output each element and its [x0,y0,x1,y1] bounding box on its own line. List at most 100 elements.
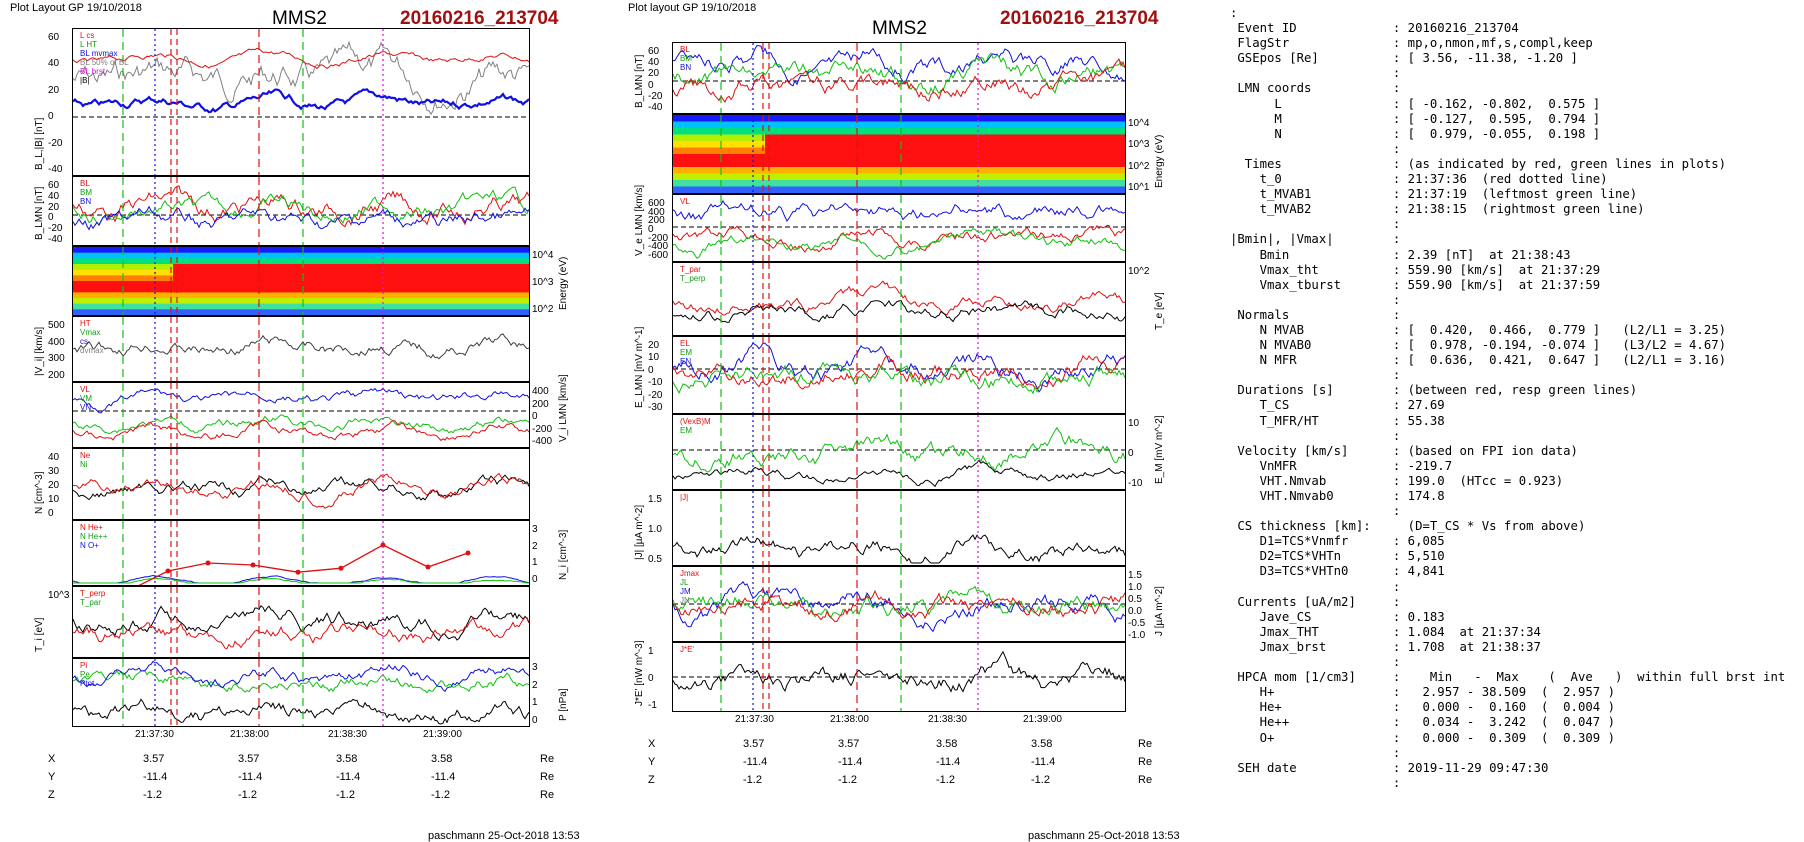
y-tick-label: 200 [648,215,665,227]
coord-unit: Re [540,771,555,783]
legend-entry: BM [80,188,92,197]
y-tick-label: 200 [48,370,65,381]
legend-entry: VL [680,197,690,206]
coord-value: 3.58 [431,753,453,765]
mid-panel-plot [673,263,1125,335]
he-pp-point [165,568,171,574]
legend-entry: Pe [80,670,90,679]
left-panel-plot [73,449,529,519]
mid-panel-7 [672,566,1126,642]
coord-value: -1.2 [238,789,257,801]
spectrogram-band [73,303,529,311]
left-panel-plot [73,587,529,657]
series-line [73,660,529,693]
legend-entry: L cs [80,31,95,40]
coord-row-label: Y [648,756,656,768]
y-tick-label: -1.0 [1128,630,1146,641]
series-line [673,361,1125,395]
series-line [73,414,529,435]
spectrogram-band [73,247,529,254]
legend-entry: T_perp [80,589,106,598]
legend-entry: BN [680,63,692,72]
coord-value: -11.4 [431,771,456,783]
y-tick-label: 0 [648,673,654,684]
summary-line: : [1230,6,1238,20]
spectrogram-band [73,252,529,260]
series-line [73,616,529,650]
summary-line: : [1230,368,1401,383]
summary-line: : [1230,141,1401,156]
legend-entry: EN [680,357,692,366]
y-tick-label: 10^3 [48,590,70,601]
y-tick-label: 0 [648,364,654,376]
y-axis-label: Energy (eV) [1154,134,1165,188]
coord-value: 3.57 [238,753,260,765]
y-tick-label: -30 [648,402,663,413]
summary-line: CS thickness [km]: (D=T_CS * Vs from abo… [1230,519,1586,534]
y-tick-label: 30 [48,466,60,477]
y-tick-label: 2 [532,679,538,691]
series-line [73,670,529,694]
spectrogram-core [765,134,1125,167]
y-tick-label: 0 [648,79,654,91]
series-line [673,581,1125,633]
y-tick-label: 0 [48,111,54,123]
series-line [673,650,1125,693]
y-tick-label: -40 [48,234,63,245]
y-tick-label: -10 [1128,478,1143,489]
mid-panel-plot [673,337,1125,413]
y-tick-label: 1 [532,697,538,709]
summary-line: Durations [s] : (between red, resp green… [1230,383,1638,398]
y-tick-label: 10^4 [1128,118,1150,129]
coord-value: 3.57 [838,738,860,750]
y-tick-label: 0 [1128,448,1134,459]
y-tick-label: 0 [48,508,54,519]
summary-line: Event ID : 20160216_213704 [1230,21,1519,36]
y-tick-label: 10^2 [532,304,554,315]
coord-value: -1.2 [143,789,162,801]
series-line [73,186,529,226]
legend-entry: JN [680,596,690,605]
coord-value: -1.2 [936,774,955,786]
y-tick-label: 10^3 [532,277,554,288]
summary-line: Vmax_tht : 559.90 [km/s] at 21:37:29 [1230,262,1601,277]
spectrogram-core [173,264,529,293]
left-panel-plot [73,383,529,447]
y-tick-label: 10^1 [1128,182,1150,193]
coord-value: 3.57 [143,753,165,765]
mid-panel-5 [672,414,1126,490]
y-tick-label: -1 [648,700,657,711]
spectrogram-band [673,173,1125,181]
left-panel-4 [72,382,530,448]
y-tick-label: -200 [648,232,669,244]
coord-row-label: Y [48,771,56,783]
y-axis-label: B_LMN [nT] [634,54,645,108]
spectrogram-band [73,298,529,305]
y-axis-label: Energy (eV) [558,256,569,310]
he-pp-point [338,565,344,571]
y-tick-label: 20 [48,84,60,96]
x-tick-label: 21:37:30 [135,729,174,740]
summary-line: Jave_CS : 0.183 [1230,609,1445,624]
legend-entry: |J| [680,493,689,502]
legend-entry: VM [80,394,92,403]
y-tick-label: -20 [648,389,663,401]
legend-entry: VN [80,403,92,412]
y-axis-label: N [cm^-3] [34,471,45,514]
summary-line: Times : (as indicated by red, green line… [1230,156,1727,171]
series-line [73,577,529,584]
summary-line: : [1230,504,1401,519]
legend-entry: T_par [680,265,701,274]
summary-line: He++ : 0.034 - 3.242 ( 0.047 ) [1230,715,1615,730]
coord-value: -1.2 [431,789,450,801]
series-line [673,585,1125,619]
coord-unit: Re [1138,738,1153,750]
y-tick-label: 500 [48,320,65,331]
summary-line: Jmax_THT : 1.084 at 21:37:34 [1230,624,1541,639]
series-line [73,472,529,509]
series-line [73,698,529,725]
summary-line: VnMFR : -219.7 [1230,458,1453,473]
spectrogram-band [673,180,1125,188]
y-axis-label: J [µA m^-2] [1154,586,1165,636]
y-tick-label: 10^2 [1128,160,1150,172]
